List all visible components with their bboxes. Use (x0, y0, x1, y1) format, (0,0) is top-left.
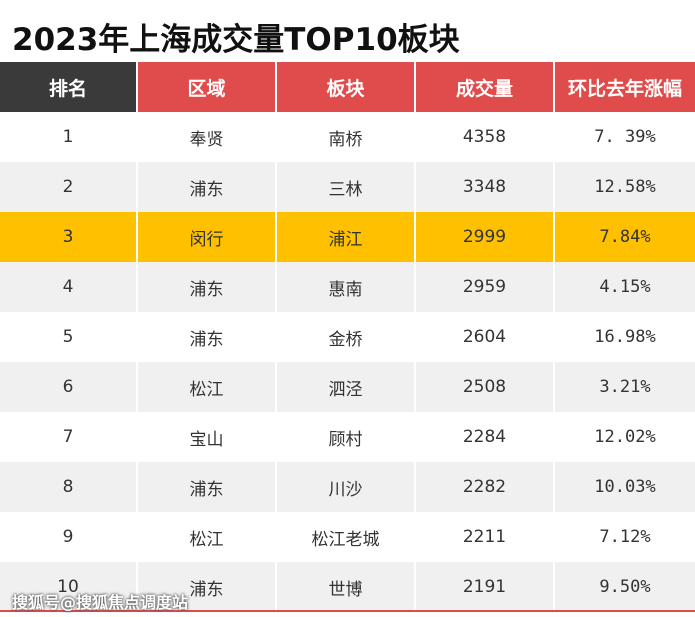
cell-rank: 10 (0, 562, 138, 612)
cell-district: 松江 (138, 362, 277, 412)
page-title: 2023年上海成交量TOP10板块 (12, 22, 460, 58)
cell-rank: 7 (0, 412, 138, 462)
header-district: 区域 (138, 62, 277, 112)
table-row: 8 浦东 川沙 2282 10.03% (0, 462, 695, 512)
cell-district: 宝山 (138, 412, 277, 462)
cell-volume: 2211 (416, 512, 555, 562)
table-row: 2 浦东 三林 3348 12.58% (0, 162, 695, 212)
cell-growth: 12.58% (594, 177, 656, 197)
cell-volume: 2191 (416, 562, 555, 612)
table-header: 排名 区域 板块 成交量 环比去年涨幅 (0, 62, 695, 112)
cell-growth: 3.21% (599, 377, 651, 397)
cell-growth: 7. 39% (594, 127, 656, 147)
cell-district: 闵行 (138, 212, 277, 262)
cell-block: 浦江 (277, 212, 416, 262)
table-row: 6 松江 泗泾 2508 3.21% (0, 362, 695, 412)
cell-volume: 3348 (416, 162, 555, 212)
cell-volume: 2959 (416, 262, 555, 312)
cell-volume: 2284 (416, 412, 555, 462)
header-volume: 成交量 (416, 62, 555, 112)
cell-district: 浦东 (138, 162, 277, 212)
cell-block: 泗泾 (277, 362, 416, 412)
cell-volume: 2999 (416, 212, 555, 262)
cell-growth: 16.98% (594, 327, 656, 347)
cell-rank: 1 (0, 112, 138, 162)
cell-rank: 9 (0, 512, 138, 562)
cell-district: 奉贤 (138, 112, 277, 162)
cell-rank: 5 (0, 312, 138, 362)
cell-rank: 4 (0, 262, 138, 312)
table-row: 4 浦东 惠南 2959 4.15% (0, 262, 695, 312)
table-row: 9 松江 松江老城 2211 7.12% (0, 512, 695, 562)
table-row: 5 浦东 金桥 2604 16.98% (0, 312, 695, 362)
cell-volume: 4358 (416, 112, 555, 162)
cell-rank: 6 (0, 362, 138, 412)
cell-block: 金桥 (277, 312, 416, 362)
cell-volume: 2282 (416, 462, 555, 512)
ranking-table: 排名 区域 板块 成交量 环比去年涨幅 1 奉贤 南桥 4358 7. 39% 2 浦东 三林… (0, 62, 695, 612)
cell-district: 浦东 (138, 312, 277, 362)
cell-district: 浦东 (138, 262, 277, 312)
table-row: 1 奉贤 南桥 4358 7. 39% (0, 112, 695, 162)
cell-volume: 2508 (416, 362, 555, 412)
cell-district: 浦东 (138, 462, 277, 512)
table-body: 1 奉贤 南桥 4358 7. 39% 2 浦东 三林 3348 12.58% 3 闵行 浦江 2999 7… (0, 112, 695, 612)
cell-growth: 7.12% (599, 527, 651, 547)
cell-block: 松江老城 (277, 512, 416, 562)
watermark: 搜狐号@搜狐焦点调度站 (12, 593, 189, 612)
cell-rank: 8 (0, 462, 138, 512)
cell-volume: 2604 (416, 312, 555, 362)
cell-block: 惠南 (277, 262, 416, 312)
bottom-divider (0, 610, 695, 612)
cell-growth: 7.84% (599, 227, 651, 247)
header-block: 板块 (277, 62, 416, 112)
cell-block: 顾村 (277, 412, 416, 462)
cell-rank: 2 (0, 162, 138, 212)
header-growth: 环比去年涨幅 (555, 62, 695, 112)
cell-block: 三林 (277, 162, 416, 212)
table-row: 10 浦东 世博 2191 9.50% (0, 562, 695, 612)
table-row: 3 闵行 浦江 2999 7.84% (0, 212, 695, 262)
cell-block: 川沙 (277, 462, 416, 512)
table-row: 7 宝山 顾村 2284 12.02% (0, 412, 695, 462)
header-rank: 排名 (0, 62, 138, 112)
cell-rank: 3 (0, 212, 138, 262)
cell-block: 世博 (277, 562, 416, 612)
cell-growth: 4.15% (599, 277, 651, 297)
cell-growth: 10.03% (594, 477, 656, 497)
cell-district: 松江 (138, 512, 277, 562)
cell-block: 南桥 (277, 112, 416, 162)
cell-district: 浦东 (138, 562, 277, 612)
cell-growth: 9.50% (599, 577, 651, 597)
cell-growth: 12.02% (594, 427, 656, 447)
